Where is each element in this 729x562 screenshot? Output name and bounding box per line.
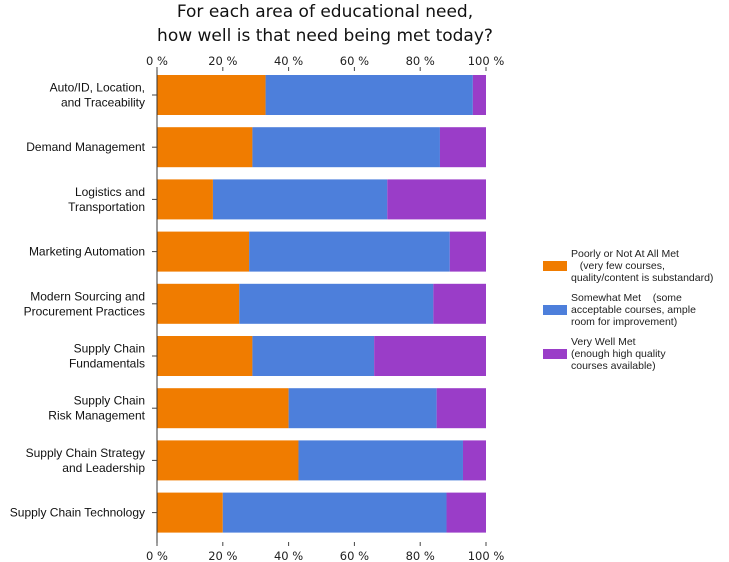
x-tick-label-bottom: 0 % [146,549,168,562]
bar-segment-poorly-or-not-at-all-met [157,75,266,115]
category-label: Auto/ID, Location, [50,81,145,95]
legend-label: (very few courses, [571,260,665,272]
legend-swatch [543,349,567,359]
bar-segment-somewhat-met [212,179,388,220]
bar-segment-very-well-met [374,336,486,376]
x-tick-label-top: 40 % [274,54,303,68]
category-label: Transportation [68,200,145,214]
bar-segment-very-well-met [439,127,486,168]
category-label: and Traceability [61,96,145,110]
x-axis-top: 0 % 20 % 40 % 60 % 80 % 100 % [146,54,504,71]
bar-segment-poorly-or-not-at-all-met [157,440,299,481]
x-tick-label-top: 80 % [406,54,435,68]
legend-swatch [543,305,567,315]
chart-title: For each area of educational need, how we… [157,2,493,46]
category-label: and Leadership [62,461,145,475]
legend-label: courses available) [571,360,656,372]
bar-segment-very-well-met [472,75,486,115]
x-tick-label-bottom: 100 % [468,549,505,562]
bar-segment-poorly-or-not-at-all-met [157,127,253,168]
category-label: Marketing Automation [29,245,145,259]
legend-label: Very Well Met [571,336,636,348]
bar-segment-somewhat-met [239,283,434,324]
x-tick-label-top: 20 % [208,54,237,68]
x-tick-label-bottom: 60 % [340,549,369,562]
bar-segment-poorly-or-not-at-all-met [157,231,250,272]
bar-segment-very-well-met [449,231,486,272]
legend-label: room for improvement) [571,316,677,328]
bar-segment-poorly-or-not-at-all-met [157,179,213,220]
legend: Poorly or Not At All Met (very few cours… [543,248,713,372]
x-tick-label-bottom: 20 % [208,549,237,562]
bar-segment-poorly-or-not-at-all-met [157,336,253,376]
bar-segment-somewhat-met [252,336,375,376]
bar-segment-very-well-met [436,388,486,429]
bar-segment-somewhat-met [265,75,473,115]
bar-segment-poorly-or-not-at-all-met [157,283,240,324]
legend-label: Poorly or Not At All Met [571,248,679,260]
x-tick-label-top: 100 % [468,54,505,68]
category-label: Procurement Practices [24,304,145,318]
bar-segment-somewhat-met [249,231,450,272]
bar-segment-somewhat-met [288,388,437,429]
category-label: Logistics and [75,185,145,199]
category-label: Fundamentals [69,357,145,371]
legend-label: Somewhat Met (some [571,292,682,304]
bar-segment-poorly-or-not-at-all-met [157,492,223,533]
legend-label: (enough high quality [571,348,666,360]
chart-title-line: how well is that need being met today? [157,26,493,46]
x-tick-label-top: 60 % [340,54,369,68]
legend-swatch [543,261,567,271]
bar-segment-somewhat-met [252,127,440,168]
bar-segment-very-well-met [462,440,486,481]
bar-segment-poorly-or-not-at-all-met [157,388,289,429]
bar-segment-very-well-met [446,492,486,533]
category-label: Supply Chain [74,342,145,356]
legend-label: acceptable courses, ample [571,304,696,316]
bar-segment-somewhat-met [298,440,463,481]
bar-segment-very-well-met [387,179,486,220]
category-label: Supply Chain Technology [10,506,145,520]
category-label: Demand Management [26,140,145,154]
chart-title-line: For each area of educational need, [177,2,473,22]
bar-segment-somewhat-met [222,492,447,533]
x-tick-label-top: 0 % [146,54,168,68]
bar-segment-very-well-met [433,283,486,324]
x-tick-label-bottom: 80 % [406,549,435,562]
x-tick-label-bottom: 40 % [274,549,303,562]
category-label: Modern Sourcing and [30,289,145,303]
category-label: Risk Management [48,409,145,423]
plot-area [156,70,486,543]
category-labels: Auto/ID, Location,and Traceability Demand… [10,81,157,520]
x-axis-bottom: 0 % 20 % 40 % 60 % 80 % 100 % [146,542,504,562]
category-label: Supply Chain [74,394,145,408]
category-label: Supply Chain Strategy [26,446,145,460]
legend-label: quality/content is substandard) [571,272,713,284]
